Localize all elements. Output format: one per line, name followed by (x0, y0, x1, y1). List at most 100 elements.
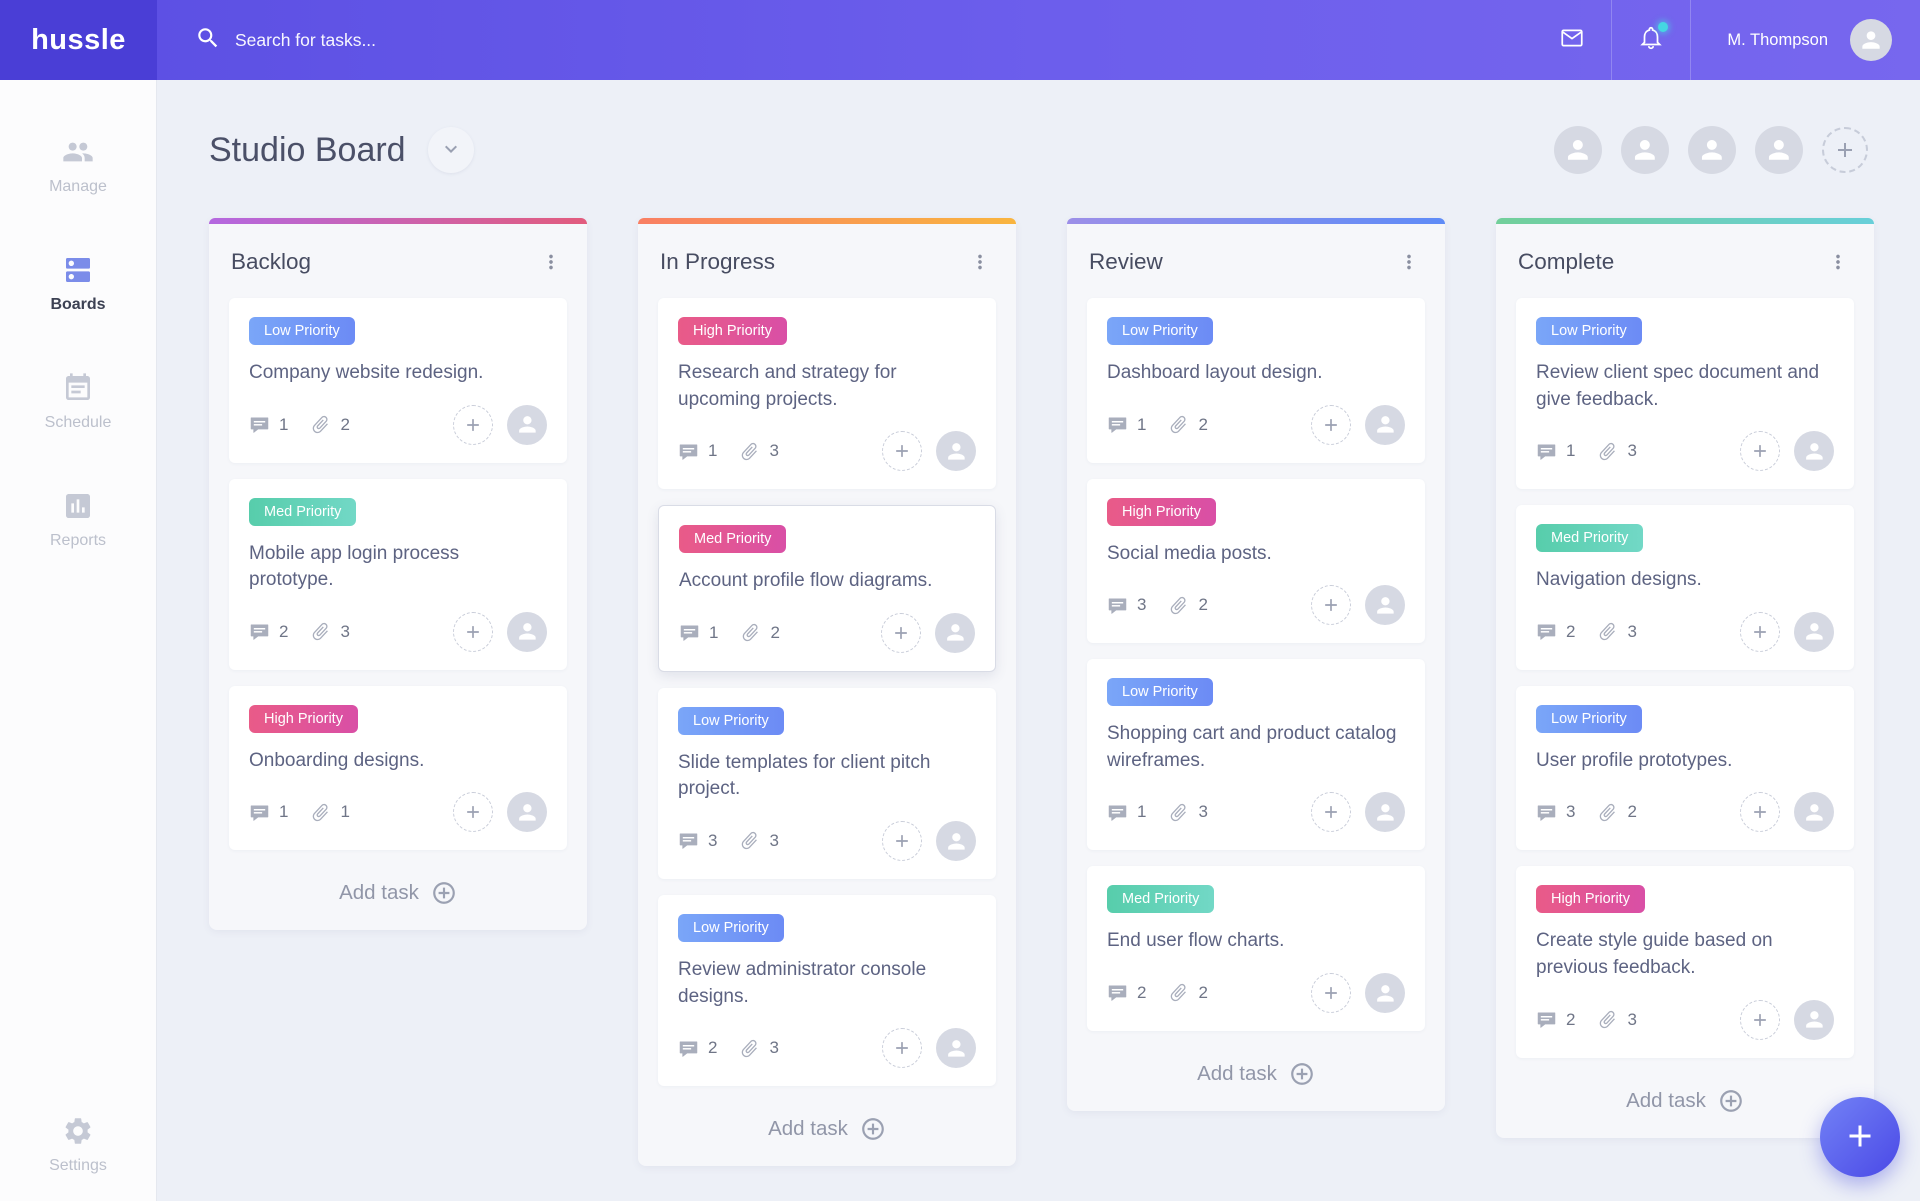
column-title: Backlog (231, 249, 312, 274)
task-card[interactable]: High Priority Research and strategy for u… (658, 298, 996, 490)
task-card[interactable]: High Priority Create style guide based on… (1516, 866, 1854, 1058)
assign-add-button[interactable] (1311, 792, 1351, 833)
search-bar[interactable] (157, 0, 1533, 80)
column-menu-button[interactable] (1824, 248, 1852, 276)
person-icon (518, 416, 536, 433)
task-card[interactable]: Med Priority End user flow charts. 2 2 (1087, 866, 1425, 1031)
search-input[interactable] (235, 29, 835, 51)
column-title: In Progress (660, 249, 776, 274)
attachment-count: 2 (1597, 802, 1637, 823)
comment-count: 3 (1536, 802, 1575, 823)
assignee-avatar[interactable] (1365, 585, 1405, 626)
member-avatar[interactable] (1755, 126, 1803, 174)
task-title: Dashboard layout design. (1107, 362, 1323, 383)
column-menu-button[interactable] (1395, 248, 1423, 276)
add-task-button[interactable]: Add task (1516, 1074, 1854, 1124)
mail-button[interactable] (1533, 0, 1611, 80)
column-backlog: Backlog Low Priority Company website redes… (209, 218, 587, 931)
assignee-avatar[interactable] (507, 792, 547, 833)
member-avatar[interactable] (1688, 126, 1736, 174)
task-card[interactable]: Low Priority Company website redesign. 1 2 (229, 298, 567, 463)
circled-plus-icon (433, 882, 455, 905)
task-title: Research and strategy for upcoming proje… (678, 362, 897, 410)
column-menu-button[interactable] (537, 248, 565, 276)
task-card[interactable]: Low Priority Review administrator console… (658, 894, 996, 1087)
assign-add-button[interactable] (881, 612, 921, 653)
assignee-avatar[interactable] (1794, 431, 1834, 472)
task-card[interactable]: Low Priority Dashboard layout design. 1 2 (1087, 298, 1425, 463)
assignee-avatar[interactable] (1365, 972, 1405, 1013)
assign-add-button[interactable] (1740, 999, 1780, 1040)
assignee-avatar[interactable] (507, 404, 547, 445)
assign-add-button[interactable] (1311, 972, 1351, 1013)
assign-add-button[interactable] (1311, 404, 1351, 445)
paperclip-icon (313, 416, 329, 434)
task-card[interactable]: High Priority Social media posts. 3 2 (1087, 478, 1425, 644)
task-card[interactable]: Med Priority Mobile app login process pro… (229, 478, 567, 670)
task-card[interactable]: Med Priority Account profile flow diagram… (658, 505, 996, 672)
task-title: Shopping cart and product catalog wirefr… (1107, 723, 1397, 771)
member-avatar[interactable] (1621, 126, 1669, 174)
paperclip-icon (742, 442, 758, 460)
sidebar-item-schedule[interactable]: Schedule (44, 372, 112, 432)
add-task-button[interactable]: Add task (1087, 1047, 1425, 1097)
assign-add-button[interactable] (1740, 611, 1780, 652)
notifications-button[interactable] (1612, 0, 1690, 80)
assignee-avatar[interactable] (1794, 611, 1834, 652)
task-card[interactable]: Low Priority Review client spec document … (1516, 298, 1854, 490)
add-member-button[interactable] (1822, 127, 1868, 173)
app-logo[interactable]: hussle (0, 0, 157, 80)
assign-add-button[interactable] (453, 404, 493, 445)
assign-add-button[interactable] (882, 1028, 922, 1069)
member-avatar[interactable] (1554, 126, 1602, 174)
comment-icon (250, 417, 269, 433)
sidebar-item-manage[interactable]: Manage (49, 136, 107, 196)
column-menu-button[interactable] (966, 248, 994, 276)
board-header: Studio Board (209, 126, 1868, 174)
kebab-icon (1407, 254, 1411, 270)
column-accent-bar (1496, 218, 1874, 224)
task-card[interactable]: High Priority Onboarding designs. 1 1 (229, 685, 567, 851)
person-icon (947, 1039, 965, 1057)
task-card[interactable]: Low Priority Slide templates for client p… (658, 687, 996, 879)
task-card[interactable]: Low Priority Shopping cart and product ca… (1087, 659, 1425, 851)
column-accent-bar (1067, 218, 1445, 224)
sidebar-item-reports[interactable]: Reports (50, 490, 106, 550)
assignee-avatar[interactable] (936, 1028, 976, 1069)
person-icon (947, 442, 965, 460)
assign-add-button[interactable] (453, 792, 493, 833)
assign-add-button[interactable] (1740, 431, 1780, 472)
assign-add-button[interactable] (882, 431, 922, 472)
assignee-avatar[interactable] (1365, 404, 1405, 445)
add-task-button[interactable]: Add task (658, 1102, 996, 1152)
comment-count: 2 (1536, 621, 1575, 642)
priority-badge: High Priority (1107, 497, 1216, 526)
assignee-avatar[interactable] (936, 820, 976, 861)
assignee-avatar[interactable] (936, 431, 976, 472)
paperclip-icon (1171, 984, 1187, 1002)
priority-badge: Low Priority (678, 913, 784, 942)
sidebar-item-settings[interactable]: Settings (49, 1115, 107, 1175)
board-switcher-button[interactable] (427, 127, 474, 173)
add-new-fab-button[interactable] (1820, 1097, 1900, 1177)
add-task-button[interactable]: Add task (229, 866, 567, 916)
plus-icon (895, 626, 907, 639)
assign-add-button[interactable] (882, 820, 922, 861)
task-card[interactable]: Med Priority Navigation designs. 2 3 (1516, 505, 1854, 670)
assign-add-button[interactable] (453, 611, 493, 652)
assign-add-button[interactable] (1311, 585, 1351, 626)
sidebar-item-boards[interactable]: Boards (50, 254, 106, 314)
task-card[interactable]: Low Priority User profile prototypes. 3 2 (1516, 685, 1854, 851)
assign-add-button[interactable] (1740, 792, 1780, 833)
assignee-avatar[interactable] (507, 611, 547, 652)
assignee-avatar[interactable] (1794, 999, 1834, 1040)
assignee-avatar[interactable] (935, 612, 975, 653)
assignee-avatar[interactable] (1794, 792, 1834, 833)
user-menu[interactable]: M. Thompson (1691, 19, 1920, 61)
task-title: Onboarding designs. (249, 749, 425, 771)
sidebar-item-label: Schedule (44, 414, 112, 431)
assignee-avatar[interactable] (1365, 792, 1405, 833)
column-title: Complete (1518, 249, 1615, 274)
comment-count: 1 (249, 802, 288, 823)
